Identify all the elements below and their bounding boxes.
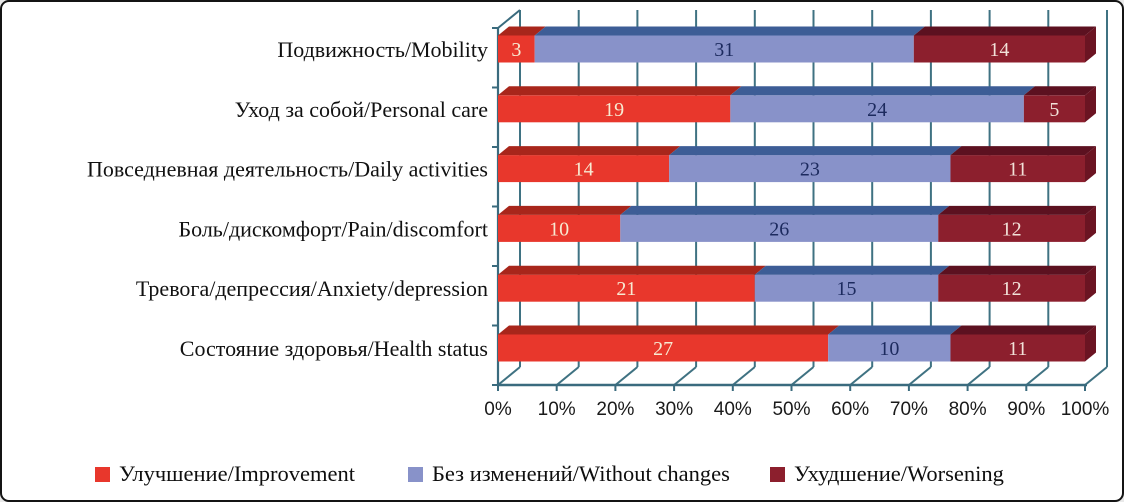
x-tick-label: 10% [538, 399, 576, 420]
category-label: Тревога/депрессия/Anxiety/depression [136, 276, 488, 301]
gridline-floor-diagonal [732, 366, 756, 386]
bar-value-label: 26 [769, 218, 789, 240]
bar-segment-top-face [498, 325, 840, 335]
bar-segment-2-row-3 [938, 214, 1085, 242]
bar-segment-1-row-2 [669, 155, 951, 183]
bar-end-face [1085, 86, 1096, 123]
bar-segment-2-row-5 [950, 334, 1085, 362]
category-label: Боль/дискомфорт/Pain/discomfort [178, 216, 488, 241]
bar-value-label: 27 [653, 338, 673, 360]
bar-value-label: 11 [1008, 159, 1027, 181]
gridline-floor-diagonal [849, 366, 873, 386]
gridline-floor-diagonal [556, 366, 580, 386]
bar-segment-0-row-0 [498, 35, 535, 63]
bar-segment-top-face [950, 146, 1096, 156]
bar-segment-1-row-0 [534, 35, 914, 63]
bar-segment-top-face [938, 205, 1096, 215]
gridline-floor-diagonal [908, 366, 932, 386]
gridline-floor-diagonal [1025, 366, 1049, 386]
bar-segment-top-face [498, 205, 632, 215]
x-tick-label: 40% [714, 399, 752, 420]
bar-segment-top-face [620, 205, 950, 215]
bar-segment-top-face [498, 86, 742, 96]
gridline-floor-diagonal [790, 366, 815, 386]
bar-segment-0-row-5 [498, 334, 829, 362]
bar-segment-top-face [730, 86, 1035, 96]
bar-value-label: 5 [1049, 99, 1059, 121]
bar-segment-0-row-4 [498, 274, 755, 302]
bar-value-label: 12 [1002, 278, 1022, 300]
category-label: Уход за собой/Personal care [235, 97, 488, 122]
gridline-floor-diagonal [497, 366, 521, 386]
bar-segment-0-row-2 [498, 155, 670, 183]
bar-segment-0-row-3 [498, 214, 621, 242]
category-label: Повседневная деятельность/Daily activiti… [87, 157, 488, 182]
bar-value-label: 23 [800, 159, 820, 181]
bar-segment-top-face [1023, 86, 1096, 96]
bar-segment-top-face [498, 265, 766, 275]
x-tick-label: 60% [831, 399, 869, 420]
x-tick-label: 0% [484, 399, 512, 420]
bar-segment-2-row-0 [913, 35, 1085, 63]
bar-segment-top-face [950, 325, 1096, 335]
gridline-floor-diagonal [1084, 366, 1108, 386]
x-tick-label: 30% [655, 399, 693, 420]
bar-segment-top-face [828, 325, 962, 335]
bar-value-label: 11 [1008, 338, 1027, 360]
bar-segment-2-row-2 [950, 155, 1085, 183]
bar-value-label: 15 [837, 278, 857, 300]
bar-segment-0-row-1 [498, 95, 731, 123]
bar-value-label: 14 [574, 159, 594, 181]
bar-segment-top-face [913, 26, 1096, 36]
bar-segment-1-row-4 [754, 274, 939, 302]
x-tick-label: 50% [772, 399, 810, 420]
bar-value-label: 3 [511, 39, 521, 61]
x-tick-label: 100% [1061, 399, 1110, 420]
bar-value-label: 19 [604, 99, 624, 121]
bar-segment-top-face [498, 26, 546, 36]
bar-end-face [1085, 26, 1096, 63]
category-label: Подвижность/Mobility [277, 37, 488, 62]
bar-value-label: 24 [867, 99, 887, 121]
y-axis-top-diagonal [497, 9, 521, 29]
bar-segment-1-row-3 [620, 214, 939, 242]
bar-segment-top-face [669, 146, 962, 156]
bar-end-face [1085, 325, 1096, 362]
x-tick-label: 20% [596, 399, 634, 420]
bar-segment-1-row-1 [730, 95, 1024, 123]
bar-value-label: 12 [1002, 218, 1022, 240]
x-tick-label: 90% [1007, 399, 1045, 420]
bar-segment-top-face [534, 26, 925, 36]
gridline-floor-diagonal [673, 366, 697, 386]
bar-value-label: 21 [616, 278, 636, 300]
x-tick-label: 80% [949, 399, 987, 420]
bar-value-label: 14 [989, 39, 1009, 61]
bar-end-face [1085, 265, 1096, 302]
bar-segment-2-row-4 [938, 274, 1085, 302]
bar-segment-1-row-5 [828, 334, 951, 362]
category-label: Состояние здоровья/Health status [180, 336, 488, 361]
x-tick-label: 70% [890, 399, 928, 420]
bar-segment-2-row-1 [1023, 95, 1085, 123]
bar-value-label: 10 [879, 338, 899, 360]
bar-segment-top-face [498, 146, 681, 156]
bar-value-label: 31 [714, 39, 734, 61]
bar-segment-top-face [754, 265, 950, 275]
bar-end-face [1085, 146, 1096, 183]
bar-end-face [1085, 205, 1096, 242]
gridline-floor-diagonal [966, 366, 991, 386]
bar-value-label: 10 [549, 218, 569, 240]
bar-segment-top-face [938, 265, 1096, 275]
gridline-floor-diagonal [614, 366, 639, 386]
